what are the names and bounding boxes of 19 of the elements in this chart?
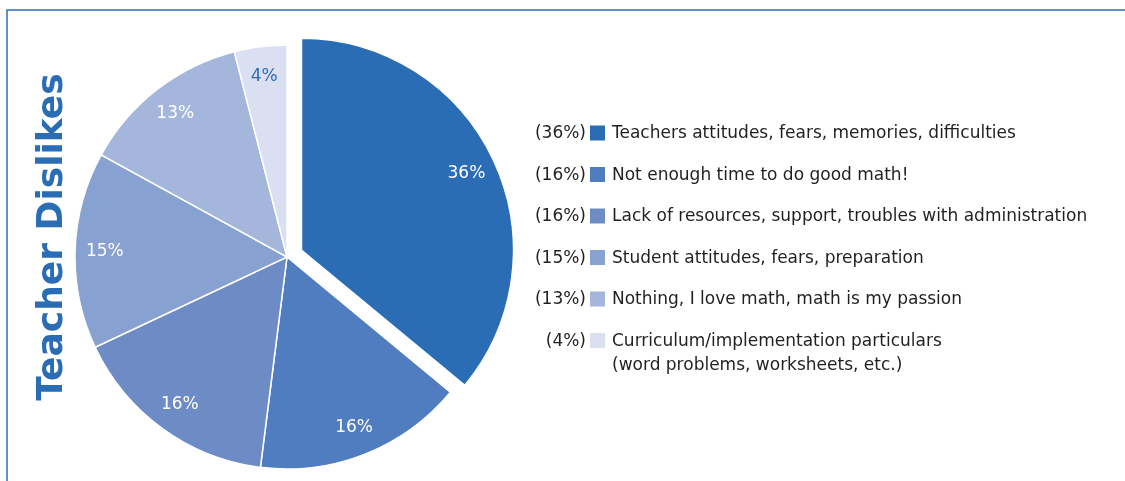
text: (16%) [534, 205, 586, 225]
legend-label: Teachers attitudes, fears, memories, difficulties [611, 122, 1016, 142]
data-label: 15% [85, 240, 124, 261]
data-label: 16% [335, 415, 374, 436]
legend-label: Not enough time to do good math! [612, 163, 909, 184]
text: (36%) [534, 122, 586, 142]
data-label: 4% [250, 65, 278, 86]
legend-label: Lack of resources, support, troubles with administration [612, 205, 1088, 225]
data-label: 13% [156, 101, 195, 122]
text: (16%) [534, 163, 586, 184]
data-label: 16% [160, 393, 199, 414]
text: (15%) [534, 246, 586, 267]
legend-label: Student attitudes, fears, preparation [612, 246, 924, 267]
legend-label: Curriculum/implementation particulars (word problems, worksheets, etc.) [612, 329, 942, 374]
text: (13%) [534, 288, 586, 308]
legend-label: Nothing, I love math, math is my passion [612, 288, 962, 308]
text: (4%) [545, 329, 586, 350]
text: Teacher Dislikes [29, 73, 70, 401]
data-label: 36% [447, 161, 486, 182]
